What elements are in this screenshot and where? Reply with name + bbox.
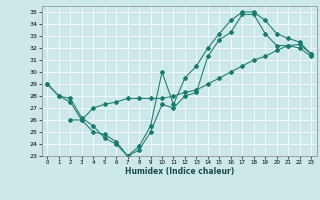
X-axis label: Humidex (Indice chaleur): Humidex (Indice chaleur) [124, 167, 234, 176]
